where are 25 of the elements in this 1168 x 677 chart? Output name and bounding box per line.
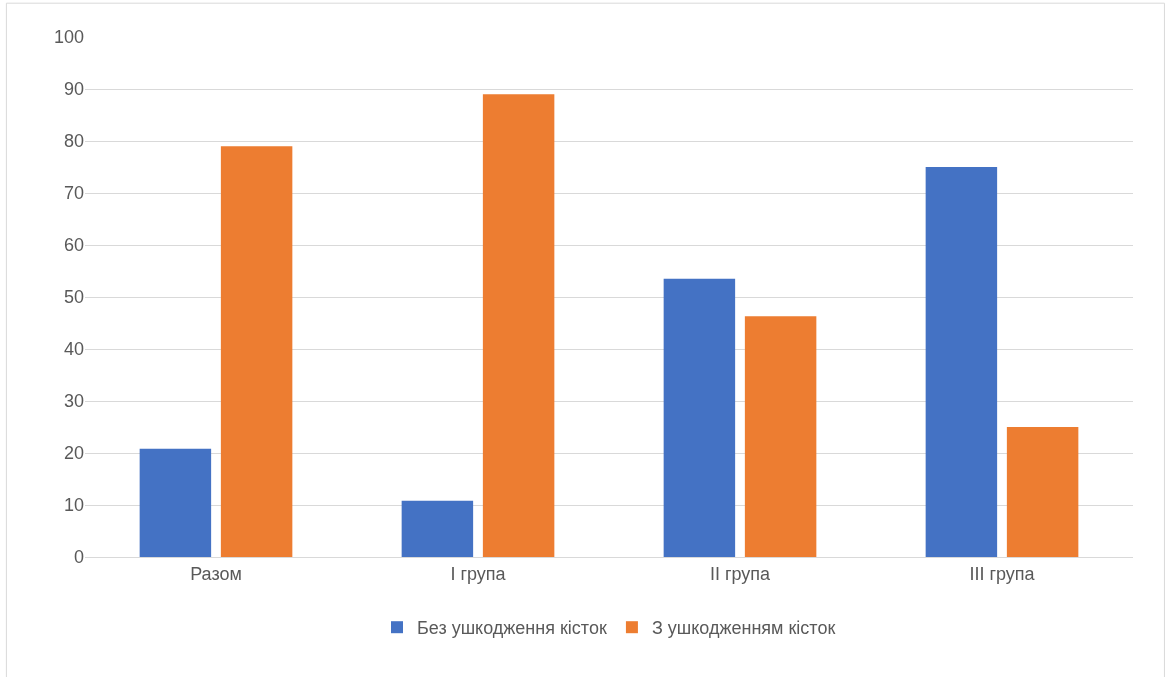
legend-label: Без ушкодження кісток — [417, 618, 607, 639]
bar — [663, 278, 736, 557]
y-tick-label: 20 — [63, 443, 84, 464]
y-tick-label: 0 — [73, 547, 84, 568]
legend-label: З ушкодженням кісток — [651, 618, 836, 639]
x-tick-label: III група — [969, 563, 1036, 584]
x-tick-label: II група — [709, 563, 772, 584]
bar — [925, 167, 998, 557]
y-tick-label: 60 — [63, 235, 84, 256]
bar — [1006, 427, 1079, 557]
y-tick-label: 100 — [53, 27, 84, 48]
y-tick-label: 10 — [63, 495, 84, 516]
bar — [744, 316, 817, 557]
bar — [482, 94, 555, 557]
bar — [401, 500, 474, 557]
y-tick-label: 90 — [63, 79, 84, 100]
x-tick-label: Разом — [190, 563, 242, 584]
y-tick-label: 80 — [63, 131, 84, 152]
y-tick-label: 30 — [63, 391, 84, 412]
x-tick-label: I група — [450, 563, 507, 584]
y-tick-label: 70 — [63, 183, 84, 204]
y-tick-label: 50 — [63, 287, 84, 308]
y-tick-label: 40 — [63, 339, 84, 360]
bar — [220, 146, 293, 557]
bar — [139, 448, 212, 557]
